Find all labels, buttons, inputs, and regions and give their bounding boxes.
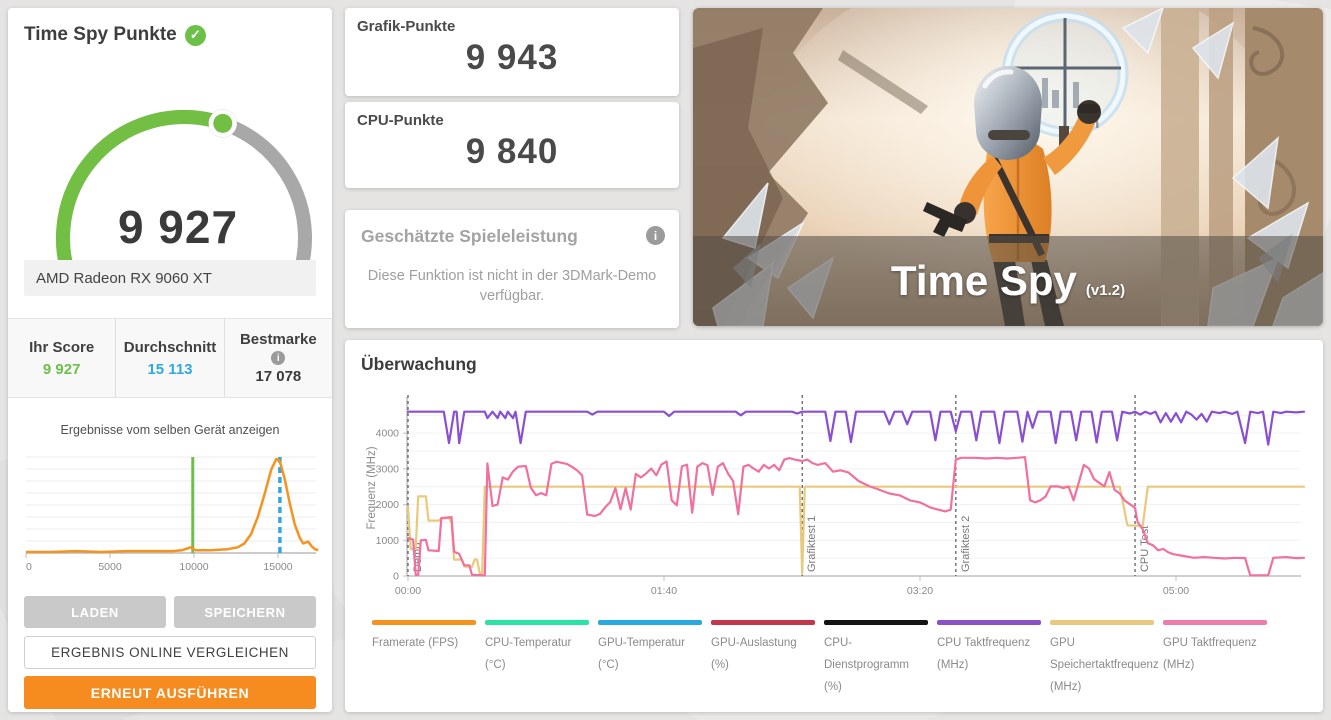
legend-label: Framerate (FPS) [372,637,459,649]
graphics-score-value: 9 943 [465,38,559,77]
benchmark-hero-image: Time Spy (v1.2) [693,8,1323,326]
result-panel-header: Time Spy Punkte ✓ [24,24,206,46]
hero-version: (v1.2) [1085,281,1126,299]
legend-item[interactable]: GPU-Temperatur (°C) [598,620,702,699]
score-stats: Ihr Score 9 927 Durchschnitt 15 113 Best… [8,318,332,398]
gpu-name: AMD Radeon RX 9060 XT [36,269,212,287]
cpu-score-label: CPU-Punkte [357,112,444,129]
stat-value: 9 927 [42,360,81,378]
hist-x-tick: 0 [26,561,32,573]
valid-check-icon: ✓ [184,24,206,46]
legend-item[interactable]: Framerate (FPS) [372,620,476,699]
mon-y-tick: 4000 [376,428,400,440]
series-GPU Taktfrequenz (MHz) [406,455,1306,577]
monitoring-title: Überwachung [361,354,477,374]
legend-item[interactable]: GPU-Auslastung (%) [711,620,815,699]
legend-item[interactable]: CPU-Dienstprogramm (%) [824,620,928,699]
same-device-results-link[interactable]: Ergebnisse vom selben Gerät anzeigen [60,423,280,437]
hist-x-tick: 10000 [179,561,208,573]
test-divider-label: CPU Test [1139,526,1151,572]
series-CPU Taktfrequenz (MHz) [406,410,1306,446]
stat-label: Ihr Score [29,338,95,356]
estimated-performance-text: Diese Funktion ist nicht in der 3DMark-D… [367,268,657,305]
stat-best: Bestmarke i 17 078 [223,319,332,397]
distribution-curve [26,457,319,554]
total-score: 9 927 [117,201,239,253]
legend-label: CPU-Temperatur (°C) [485,637,572,671]
result-title: Time Spy Punkte [24,24,177,45]
mon-x-tick: 03:20 [907,585,933,597]
compare-online-button[interactable]: ERGEBNIS ONLINE VERGLEICHEN [24,636,316,669]
legend-label: CPU-Dienstprogramm (%) [824,637,909,693]
mon-y-tick: 2000 [376,499,400,511]
legend-label: GPU Speichertaktfrequenz (MHz) [1050,637,1159,693]
score-gauge: 9 927 [8,52,332,302]
run-again-button[interactable]: ERNEUT AUSFÜHREN [24,676,316,709]
legend-item[interactable]: CPU-Temperatur (°C) [485,620,589,699]
monitoring-legend: Framerate (FPS) CPU-Temperatur (°C) GPU-Te… [372,620,1302,699]
legend-item[interactable]: GPU Taktfrequenz (MHz) [1163,620,1267,699]
legend-label: CPU Taktfrequenz (MHz) [937,637,1031,671]
stat-your-score: Ihr Score 9 927 [8,319,115,397]
legend-color-bar [1050,620,1154,625]
load-button[interactable]: LADEN [24,596,166,628]
mon-x-tick: 00:00 [395,585,421,597]
legend-label: GPU Taktfrequenz (MHz) [1163,637,1257,671]
legend-color-bar [598,620,702,625]
mon-y-axis-label: Frequenz (MHz) [366,446,378,529]
test-divider-label: Grafiktest 1 [806,516,818,572]
graphics-score-label: Grafik-Punkte [357,18,456,35]
estimated-performance-title: Geschätzte Spieleleistung [361,226,578,246]
mon-y-tick: 1000 [376,535,400,547]
info-icon[interactable]: i [271,351,286,365]
legend-color-bar [937,620,1041,625]
gpu-select[interactable]: AMD Radeon RX 9060 XT [24,260,316,296]
stat-average: Durchschnitt 15 113 [115,319,223,397]
legend-color-bar [485,620,589,625]
monitoring-panel: Überwachung 0 1000 2000 3000 4000 Frequenz (M… [345,340,1323,712]
legend-color-bar [1163,620,1267,625]
legend-color-bar [824,620,928,625]
mon-y-tick: 0 [393,571,399,583]
mon-y-tick: 3000 [376,463,400,475]
graphics-score-card: Grafik-Punkte 9 943 [345,8,679,96]
hero-title: Time Spy [890,257,1077,304]
cpu-score-card: CPU-Punkte 9 840 [345,102,679,188]
hero-title-band: Time Spy (v1.2) [693,236,1323,326]
series-GPU Speichertaktfrequenz (MHz) [406,485,1306,575]
estimated-performance-card: Geschätzte Spieleleistung i Diese Funkti… [345,210,679,328]
stat-value: 15 113 [147,360,193,378]
test-divider-label: Grafiktest 2 [960,516,972,572]
legend-color-bar [711,620,815,625]
save-button[interactable]: SPEICHERN [174,596,316,628]
mon-x-tick: 05:00 [1163,585,1189,597]
hist-x-tick: 15000 [263,561,292,573]
monitoring-chart: 0 1000 2000 3000 4000 Frequenz (MHz) 00:00 01:4… [366,395,1306,597]
legend-item[interactable]: GPU Speichertaktfrequenz (MHz) [1050,620,1159,699]
cpu-score-value: 9 840 [465,132,559,171]
score-distribution-chart: 0 5000 10000 15000 [25,456,319,573]
hist-x-tick: 5000 [98,561,122,573]
legend-item[interactable]: CPU Taktfrequenz (MHz) [937,620,1041,699]
info-icon[interactable]: i [646,226,665,245]
mon-x-tick: 01:40 [651,585,677,597]
stat-label: Bestmarke [239,331,317,348]
stat-value: 17 078 [255,368,302,385]
legend-color-bar [372,620,476,625]
result-panel: Time Spy Punkte ✓ 9 927 AMD Radeon RX 90… [8,8,332,712]
stat-label: Durchschnitt [123,338,217,356]
score-gauge-arc [56,109,312,293]
legend-label: GPU-Auslastung (%) [711,637,797,671]
legend-label: GPU-Temperatur (°C) [598,637,685,671]
